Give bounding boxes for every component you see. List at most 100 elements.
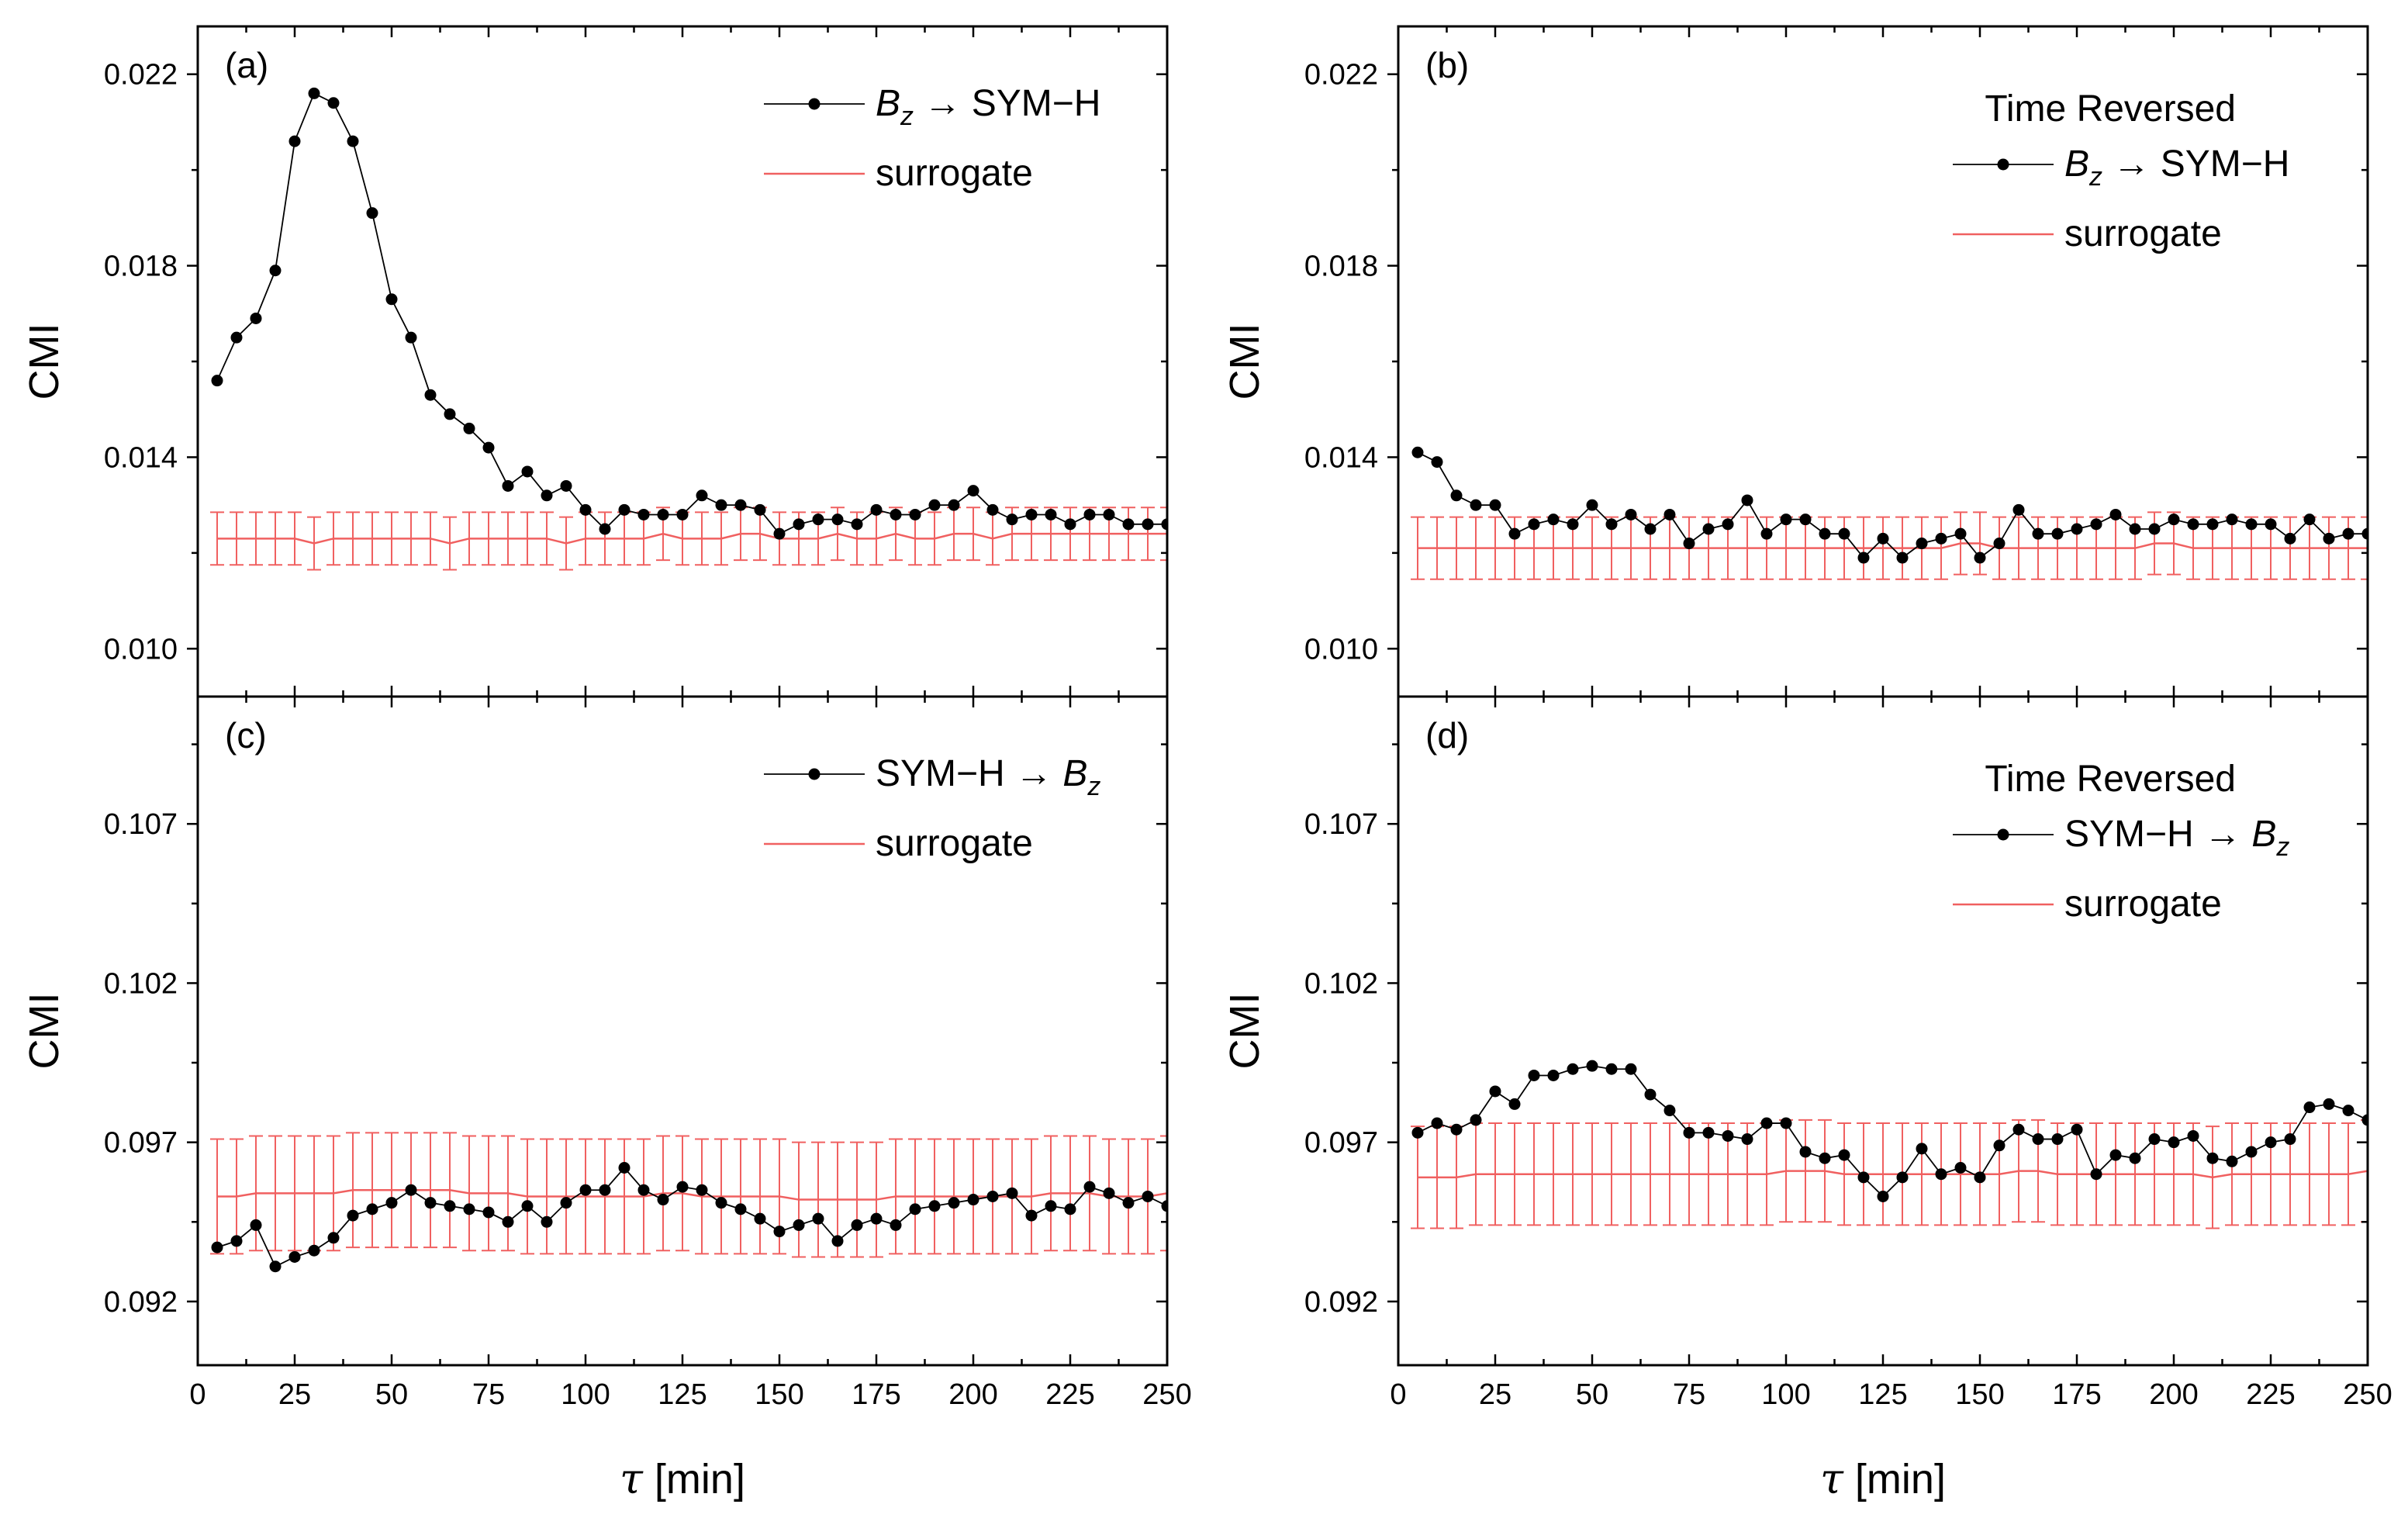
cmi-point bbox=[2109, 1149, 2122, 1161]
cmi-point bbox=[2032, 1133, 2044, 1146]
legend-symbol-z: z bbox=[2275, 832, 2289, 862]
cmi-point bbox=[1045, 1200, 1057, 1212]
x-axis-symbol: τ bbox=[620, 1454, 644, 1503]
data-layer bbox=[210, 1132, 1167, 1273]
cmi-point bbox=[870, 1212, 883, 1225]
cmi-point bbox=[2090, 1168, 2102, 1181]
cmi-point bbox=[1567, 518, 1579, 531]
cmi-point bbox=[1954, 1162, 1967, 1174]
cmi-point bbox=[2168, 513, 2180, 526]
cmi-point bbox=[2323, 1098, 2335, 1110]
cmi-point bbox=[521, 465, 534, 478]
cmi-point bbox=[1122, 518, 1135, 531]
cmi-point bbox=[2265, 1136, 2277, 1149]
cmi-point bbox=[1954, 527, 1967, 540]
cmi-point bbox=[2245, 518, 2258, 531]
cmi-point bbox=[986, 503, 999, 516]
cmi-point bbox=[1935, 532, 1947, 545]
x-tick-label: 225 bbox=[1045, 1378, 1094, 1411]
cmi-point bbox=[1683, 1126, 1695, 1139]
cmi-point bbox=[1625, 1063, 1637, 1075]
cmi-point bbox=[1857, 1171, 1870, 1184]
cmi-point bbox=[1411, 446, 1424, 458]
cmi-point bbox=[1799, 513, 1812, 526]
cmi-point bbox=[2206, 518, 2219, 531]
panel-d: 0 25 50 75 100 125 150 175 200 225 250 τ [min] 0.092… bbox=[1221, 695, 2392, 1503]
cmi-point bbox=[637, 1184, 650, 1196]
cmi-point bbox=[269, 1260, 282, 1273]
cmi-point bbox=[2303, 513, 2316, 526]
cmi-point bbox=[1896, 1171, 1909, 1184]
cmi-point bbox=[1974, 552, 1986, 564]
panel-label: (d) bbox=[1425, 715, 1469, 756]
x-tick-label: 25 bbox=[1479, 1378, 1511, 1411]
cmi-point bbox=[2051, 1133, 2064, 1146]
cmi-point bbox=[696, 489, 708, 502]
cmi-point bbox=[754, 1212, 766, 1225]
cmi-point bbox=[1760, 527, 1773, 540]
cmi-point bbox=[2129, 523, 2141, 535]
cmi-point bbox=[1993, 1139, 2006, 1152]
cmi-point bbox=[1103, 1187, 1115, 1199]
cmi-point bbox=[1644, 523, 1657, 535]
cmi-point bbox=[696, 1184, 708, 1196]
cmi-point bbox=[385, 293, 398, 306]
cmi-point bbox=[657, 508, 669, 520]
legend-swatch-marker bbox=[1997, 158, 2009, 171]
x-axis-unit: [min] bbox=[1843, 1456, 1946, 1502]
cmi-point bbox=[1489, 499, 1501, 511]
cmi-point bbox=[541, 1215, 553, 1228]
cmi-point bbox=[734, 499, 747, 511]
cmi-point bbox=[1877, 1190, 1889, 1202]
cmi-point bbox=[211, 375, 223, 387]
cmi-point bbox=[444, 1200, 456, 1212]
cmi-point bbox=[909, 1203, 921, 1215]
cmi-point bbox=[1470, 1114, 1482, 1126]
cmi-point bbox=[2226, 1155, 2238, 1167]
cmi-point bbox=[2090, 518, 2102, 531]
cmi-point bbox=[385, 1197, 398, 1209]
cmi-point bbox=[1064, 1203, 1076, 1215]
x-axis-symbol: τ bbox=[1820, 1454, 1844, 1503]
y-tick-label: 0.092 bbox=[104, 1286, 178, 1319]
cmi-point bbox=[1857, 552, 1870, 564]
cmi-point bbox=[1083, 1181, 1096, 1193]
x-tick-label: 125 bbox=[658, 1378, 707, 1411]
cmi-point bbox=[618, 503, 631, 516]
cmi-point bbox=[327, 1232, 340, 1244]
legend-symbol-B: B bbox=[2064, 144, 2089, 185]
cmi-point bbox=[637, 508, 650, 520]
legend-symbol-B: B bbox=[2251, 814, 2276, 855]
cmi-point bbox=[250, 1219, 262, 1231]
cmi-point bbox=[1838, 527, 1850, 540]
cmi-point bbox=[928, 499, 941, 511]
cmi-point bbox=[2342, 1105, 2354, 1117]
y-tick-label: 0.018 bbox=[104, 251, 178, 283]
legend: Time Reversed Bz → SYM−H surrogate bbox=[1953, 88, 2289, 254]
cmi-point bbox=[327, 97, 340, 109]
cmi-point bbox=[1993, 538, 2006, 550]
cmi-point bbox=[288, 135, 301, 147]
legend-text-part: → SYM−H bbox=[924, 83, 1100, 124]
cmi-point bbox=[308, 1244, 320, 1257]
cmi-point bbox=[2148, 1133, 2161, 1146]
cmi-point bbox=[308, 87, 320, 99]
cmi-point bbox=[1508, 527, 1521, 540]
cmi-point bbox=[1760, 1117, 1773, 1129]
cmi-point bbox=[1780, 1117, 1792, 1129]
x-tick-label: 50 bbox=[1576, 1378, 1608, 1411]
cmi-point bbox=[2012, 1123, 2025, 1136]
cmi-point bbox=[657, 1194, 669, 1206]
panel-label: (a) bbox=[225, 45, 268, 85]
cmi-point bbox=[1161, 518, 1167, 531]
cmi-point bbox=[948, 499, 960, 511]
cmi-point bbox=[2012, 503, 2025, 516]
x-tick-label: 75 bbox=[1673, 1378, 1705, 1411]
cmi-point bbox=[1741, 494, 1753, 507]
x-tick-label: 150 bbox=[1955, 1378, 2004, 1411]
cmi-point bbox=[948, 1197, 960, 1209]
cmi-point bbox=[1567, 1063, 1579, 1075]
panel-a: 0.010 0.014 0.018 0.022 CMI (a) Bz → SYM−H surr… bbox=[21, 25, 1169, 698]
cmi-point bbox=[890, 508, 902, 520]
cmi-point bbox=[1819, 527, 1831, 540]
